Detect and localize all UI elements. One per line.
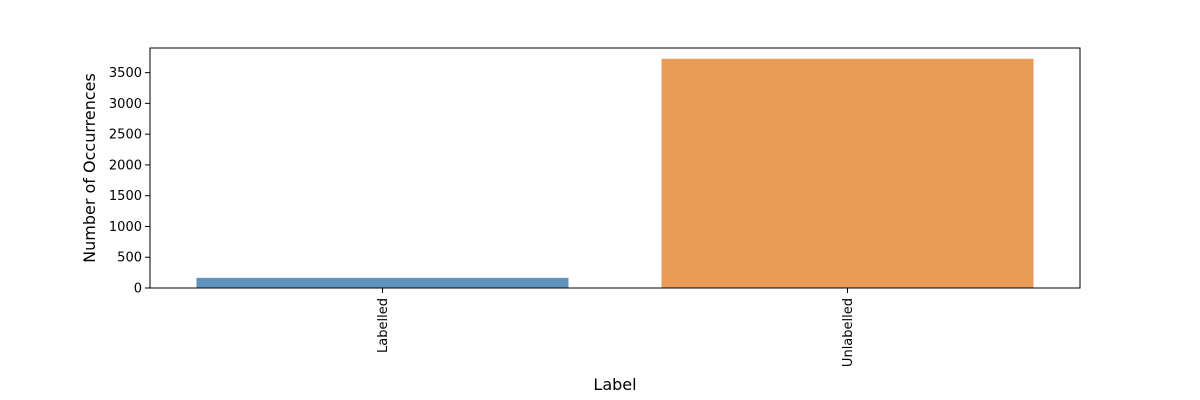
y-tick-label: 0 [134,282,142,297]
bars-layer [196,58,1034,289]
y-tick-label: 3500 [109,66,142,81]
x-axis-ticks: Labelled Unlabelled [376,288,856,367]
x-tick-label-unlabelled: Unlabelled [841,298,856,367]
y-tick-label: 500 [117,251,142,266]
y-tick-label: 2500 [109,128,142,143]
y-axis-ticks: 0 500 1000 1500 2000 2500 3000 3500 [109,66,150,297]
y-axis-label: Number of Occurrences [80,73,99,263]
plot-frame [149,47,1081,289]
x-tick-label-labelled: Labelled [376,298,391,353]
y-tick-label: 1500 [109,189,142,204]
y-tick-label: 2000 [109,158,142,173]
y-tick-label: 1000 [109,220,142,235]
bar-labelled [196,277,569,288]
x-axis-label: Label [593,375,636,394]
y-tick-label: 3000 [109,97,142,112]
bar-unlabelled [661,58,1034,289]
